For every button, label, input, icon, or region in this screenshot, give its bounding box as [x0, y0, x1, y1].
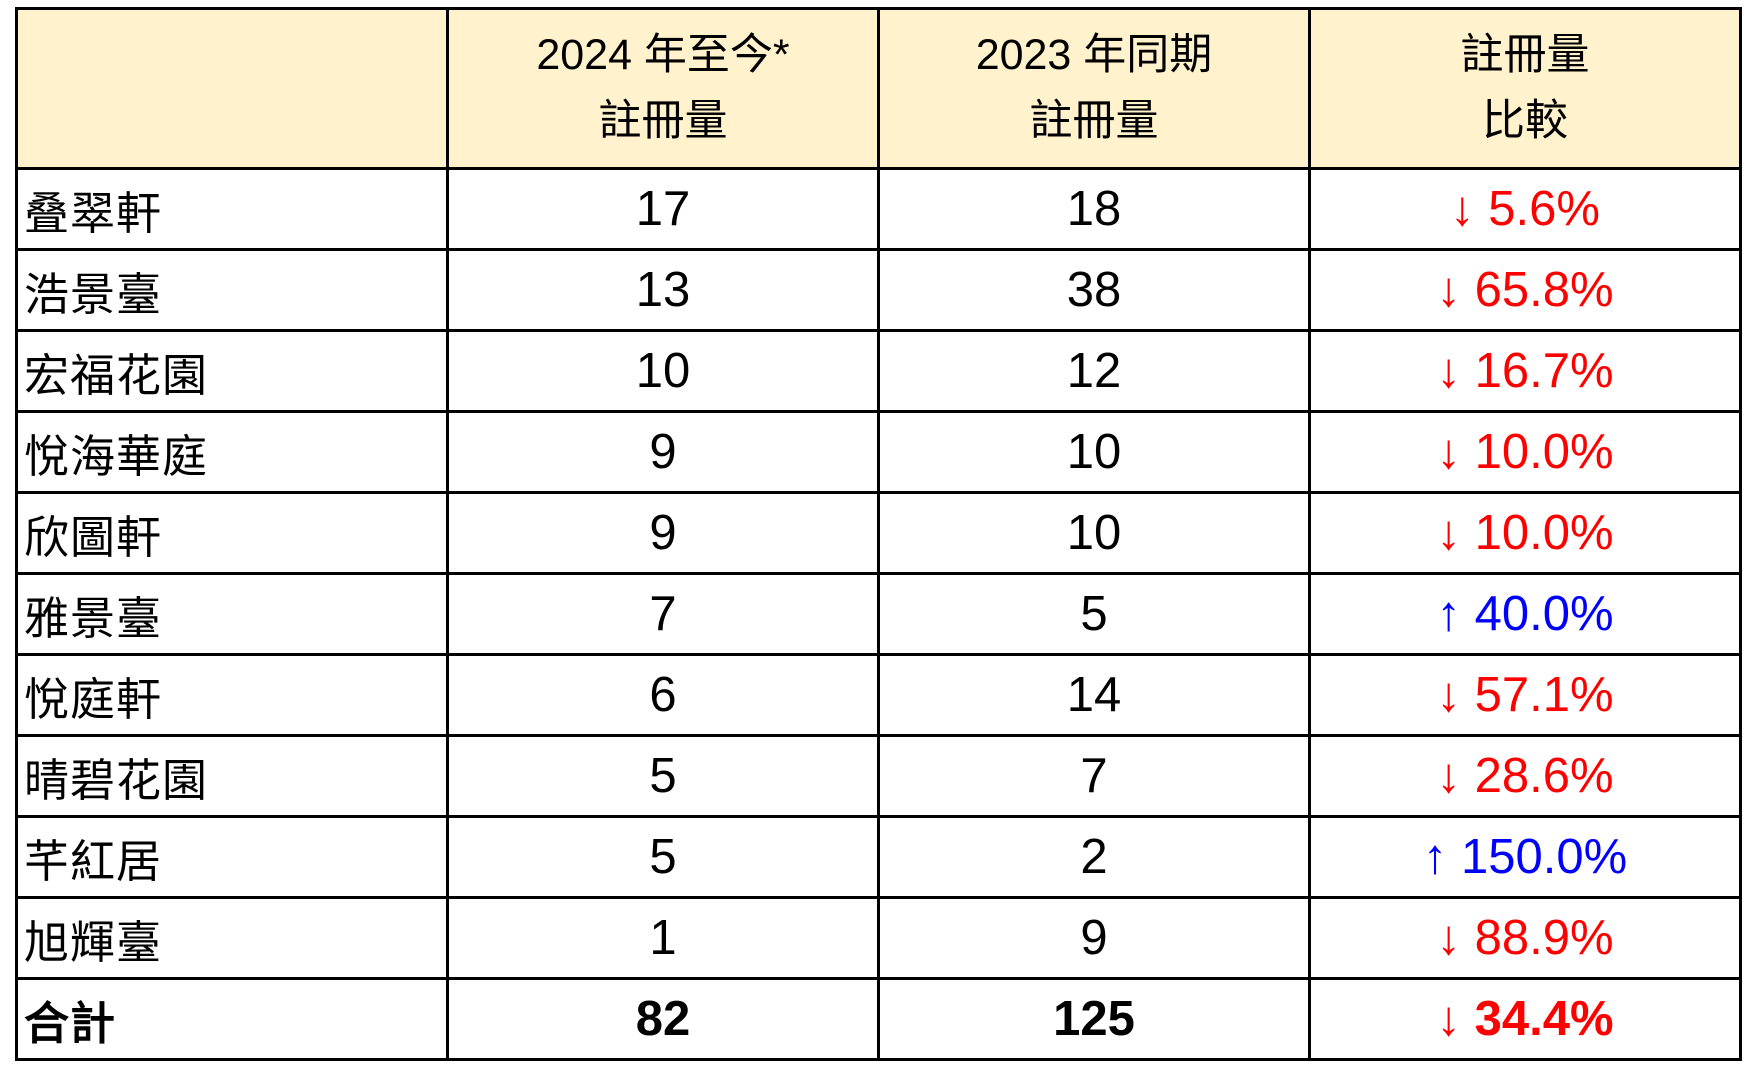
header-2023-line1: 2023 年同期	[975, 30, 1213, 79]
change-cell: ↓ 88.9%	[1308, 896, 1742, 980]
project-name-cell: 悅海華庭	[15, 410, 449, 494]
registrations-2023-cell: 10	[877, 410, 1311, 494]
table-row: 悅海華庭 9 10 ↓ 10.0%	[15, 410, 1742, 494]
registrations-2023-cell: 18	[877, 167, 1311, 251]
table-row: 芊紅居 5 2 ↑ 150.0%	[15, 815, 1742, 899]
header-2024-line2: 註冊量	[598, 97, 728, 146]
header-change-line2: 比較	[1482, 97, 1568, 146]
change-cell: ↓ 10.0%	[1308, 491, 1742, 575]
total-2024-cell: 82	[446, 977, 880, 1061]
project-name-cell: 叠翠軒	[15, 167, 449, 251]
total-2023-cell: 125	[877, 977, 1311, 1061]
change-cell: ↓ 65.8%	[1308, 248, 1742, 332]
project-name-cell: 晴碧花園	[15, 734, 449, 818]
registrations-2024-cell: 5	[446, 734, 880, 818]
registrations-2024-cell: 7	[446, 572, 880, 656]
table-row: 浩景臺 13 38 ↓ 65.8%	[15, 248, 1742, 332]
total-change-cell: ↓ 34.4%	[1308, 977, 1742, 1061]
table-row: 悅庭軒 6 14 ↓ 57.1%	[15, 653, 1742, 737]
header-2023-line2: 註冊量	[1029, 97, 1159, 146]
project-name-cell: 欣圖軒	[15, 491, 449, 575]
registrations-2024-cell: 1	[446, 896, 880, 980]
change-cell: ↓ 5.6%	[1308, 167, 1742, 251]
registrations-2024-cell: 17	[446, 167, 880, 251]
registrations-table: 2024 年至今* 註冊量 2023 年同期 註冊量 註冊量 比較 叠翠軒 17	[15, 7, 1742, 1061]
registrations-2024-cell: 13	[446, 248, 880, 332]
change-cell: ↓ 10.0%	[1308, 410, 1742, 494]
total-row: 合計 82 125 ↓ 34.4%	[15, 977, 1742, 1061]
registrations-2024-cell: 10	[446, 329, 880, 413]
change-cell: ↓ 57.1%	[1308, 653, 1742, 737]
table-row: 旭輝臺 1 9 ↓ 88.9%	[15, 896, 1742, 980]
change-cell: ↓ 16.7%	[1308, 329, 1742, 413]
header-change: 註冊量 比較	[1308, 7, 1742, 170]
total-label-cell: 合計	[15, 977, 449, 1061]
registrations-2023-cell: 7	[877, 734, 1311, 818]
change-cell: ↑ 150.0%	[1308, 815, 1742, 899]
registrations-2023-cell: 9	[877, 896, 1311, 980]
registrations-2023-cell: 12	[877, 329, 1311, 413]
header-2024-line1: 2024 年至今*	[536, 30, 790, 79]
table-row: 晴碧花園 5 7 ↓ 28.6%	[15, 734, 1742, 818]
header-2023-registrations: 2023 年同期 註冊量	[877, 7, 1311, 170]
registrations-2024-cell: 9	[446, 491, 880, 575]
table-row: 欣圖軒 9 10 ↓ 10.0%	[15, 491, 1742, 575]
header-project	[15, 7, 449, 170]
change-cell: ↑ 40.0%	[1308, 572, 1742, 656]
registrations-2024-cell: 9	[446, 410, 880, 494]
project-name-cell: 宏福花園	[15, 329, 449, 413]
change-cell: ↓ 28.6%	[1308, 734, 1742, 818]
project-name-cell: 悅庭軒	[15, 653, 449, 737]
header-row: 2024 年至今* 註冊量 2023 年同期 註冊量 註冊量 比較	[15, 7, 1742, 170]
registrations-2024-cell: 5	[446, 815, 880, 899]
table-row: 叠翠軒 17 18 ↓ 5.6%	[15, 167, 1742, 251]
registrations-2023-cell: 5	[877, 572, 1311, 656]
registrations-2023-cell: 14	[877, 653, 1311, 737]
project-name-cell: 旭輝臺	[15, 896, 449, 980]
table-row: 雅景臺 7 5 ↑ 40.0%	[15, 572, 1742, 656]
project-name-cell: 浩景臺	[15, 248, 449, 332]
registrations-2023-cell: 10	[877, 491, 1311, 575]
registrations-2024-cell: 6	[446, 653, 880, 737]
project-name-cell: 芊紅居	[15, 815, 449, 899]
table-row: 宏福花園 10 12 ↓ 16.7%	[15, 329, 1742, 413]
registrations-2023-cell: 38	[877, 248, 1311, 332]
project-name-cell: 雅景臺	[15, 572, 449, 656]
registrations-2023-cell: 2	[877, 815, 1311, 899]
header-change-line1: 註冊量	[1460, 30, 1590, 79]
header-2024-registrations: 2024 年至今* 註冊量	[446, 7, 880, 170]
